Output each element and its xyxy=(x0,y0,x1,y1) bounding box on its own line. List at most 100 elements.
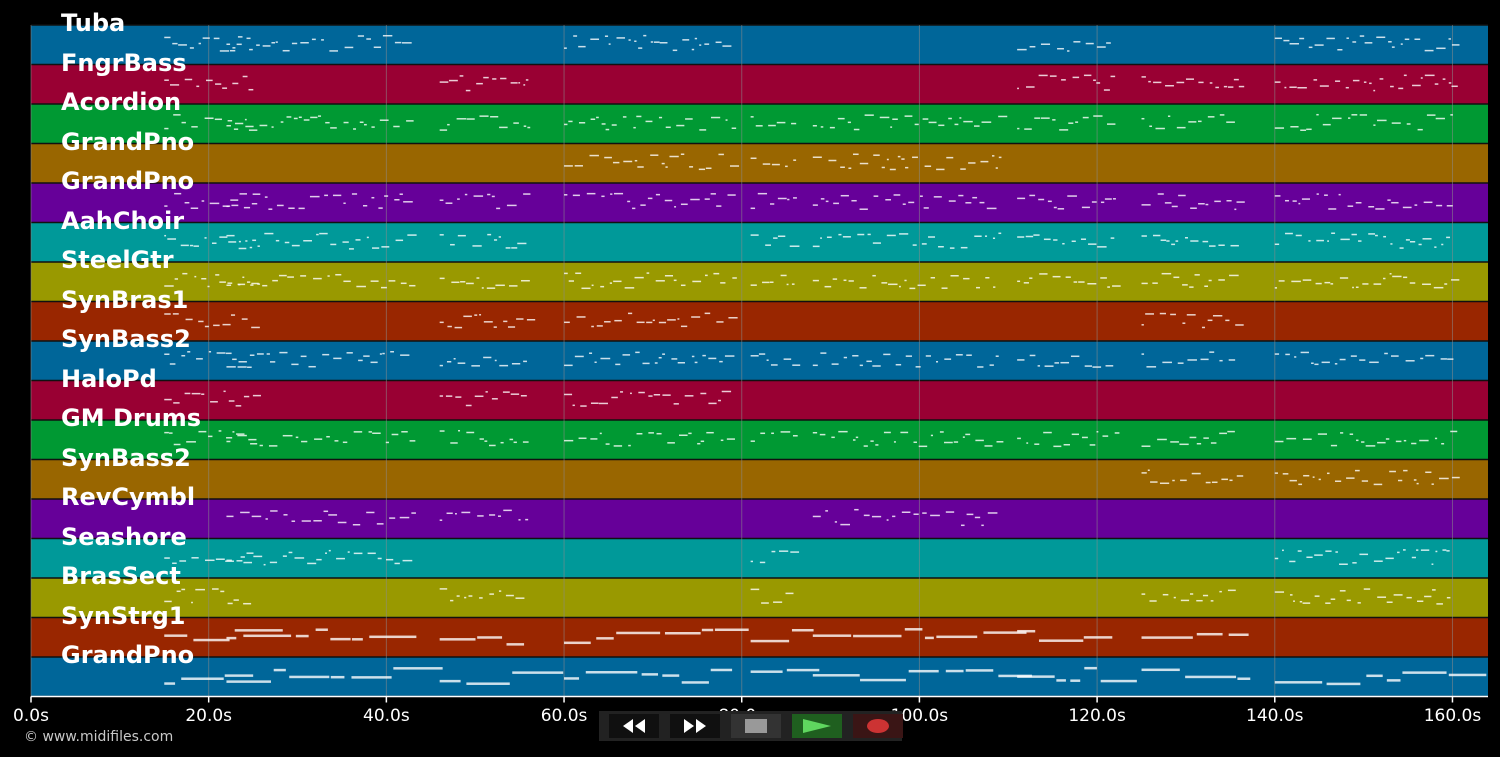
track-label: SynBras1 xyxy=(61,285,189,314)
note xyxy=(204,117,214,119)
note xyxy=(164,600,172,603)
note xyxy=(219,281,226,283)
note xyxy=(590,402,599,404)
track-label: GrandPno xyxy=(61,167,195,195)
note xyxy=(614,319,622,322)
note xyxy=(1229,274,1239,277)
note xyxy=(1043,431,1052,434)
note xyxy=(181,588,186,591)
play-button[interactable] xyxy=(792,714,842,738)
stop-button[interactable] xyxy=(731,714,781,738)
note xyxy=(513,122,519,124)
note xyxy=(522,441,529,443)
note xyxy=(1070,679,1081,682)
note xyxy=(654,362,658,364)
note xyxy=(1114,432,1120,434)
note xyxy=(575,272,582,275)
note xyxy=(728,317,738,319)
note xyxy=(1152,282,1158,284)
time-tick-label: 40.0s xyxy=(363,706,410,726)
note xyxy=(1306,128,1312,131)
note xyxy=(870,440,874,442)
note xyxy=(1282,549,1284,552)
track-lane xyxy=(31,617,1488,657)
note xyxy=(750,639,790,643)
record-button[interactable] xyxy=(853,714,903,738)
note xyxy=(1112,198,1116,200)
note xyxy=(1278,280,1285,282)
track-lane xyxy=(31,341,1488,381)
note xyxy=(301,440,308,443)
note xyxy=(226,205,229,208)
note xyxy=(237,366,247,368)
note xyxy=(515,597,525,599)
note xyxy=(491,195,495,198)
note xyxy=(523,84,526,86)
note xyxy=(750,234,759,236)
note xyxy=(1397,551,1400,554)
note xyxy=(750,355,759,357)
note xyxy=(465,404,472,407)
rewind-button[interactable] xyxy=(609,714,659,738)
note xyxy=(945,511,955,513)
note xyxy=(215,83,222,85)
note xyxy=(1289,86,1297,88)
note xyxy=(912,156,918,159)
note xyxy=(518,82,521,84)
note xyxy=(256,44,260,46)
note xyxy=(1205,203,1209,206)
note xyxy=(908,201,915,204)
note xyxy=(239,193,247,195)
note xyxy=(704,198,710,200)
note xyxy=(1387,199,1391,201)
note xyxy=(308,365,316,368)
record-icon xyxy=(867,719,889,733)
note xyxy=(1194,274,1200,276)
note xyxy=(1196,442,1202,445)
note xyxy=(1412,84,1421,87)
note xyxy=(1289,43,1299,45)
note xyxy=(1141,117,1145,120)
note xyxy=(1318,478,1321,481)
note xyxy=(612,161,620,164)
note xyxy=(727,194,736,196)
note xyxy=(238,240,241,243)
note xyxy=(439,129,448,131)
note xyxy=(692,280,702,283)
note xyxy=(286,116,292,118)
note xyxy=(1436,47,1446,50)
note xyxy=(439,638,476,641)
note xyxy=(1390,355,1399,357)
note xyxy=(282,49,290,52)
note xyxy=(609,282,613,284)
note xyxy=(859,364,863,367)
note xyxy=(637,166,644,168)
note xyxy=(447,123,450,126)
note xyxy=(1395,440,1402,443)
note xyxy=(394,562,400,565)
note xyxy=(1314,554,1323,556)
note xyxy=(1033,234,1040,236)
note xyxy=(770,364,778,366)
note xyxy=(446,361,452,363)
note xyxy=(229,49,236,52)
track-lane xyxy=(31,183,1488,223)
note xyxy=(196,85,200,88)
note xyxy=(704,43,710,45)
note xyxy=(237,36,243,38)
note xyxy=(793,197,797,199)
fast-forward-button[interactable] xyxy=(670,714,720,738)
note xyxy=(1219,590,1222,593)
note xyxy=(1274,353,1280,355)
note xyxy=(704,312,711,315)
note xyxy=(600,285,605,288)
note xyxy=(1170,441,1179,443)
note xyxy=(1089,444,1096,446)
note xyxy=(787,198,790,201)
note xyxy=(451,281,460,284)
note xyxy=(1299,600,1303,603)
note xyxy=(343,121,349,124)
note xyxy=(904,279,907,282)
note xyxy=(251,202,258,205)
note xyxy=(164,127,169,130)
